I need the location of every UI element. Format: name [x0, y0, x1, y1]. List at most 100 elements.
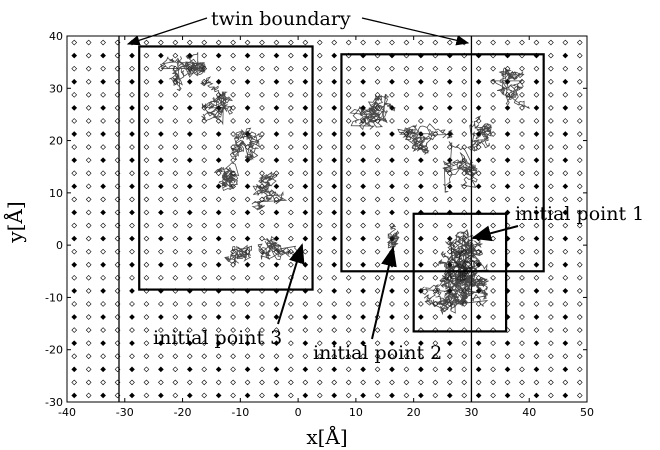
lattice-site-open — [215, 222, 222, 229]
lattice-site-open — [172, 118, 179, 124]
lattice-site-open — [259, 340, 265, 347]
lattice-site-open — [172, 327, 179, 333]
y-tick-label: 30 — [49, 82, 63, 95]
lattice-site-open — [475, 196, 482, 203]
lattice-site-open — [490, 131, 496, 137]
lattice-site-open — [331, 39, 338, 46]
lattice-site-filled — [360, 157, 366, 164]
lattice-site-open — [259, 91, 265, 98]
lattice-site-open — [215, 353, 222, 360]
lattice-site-filled — [360, 340, 366, 347]
lattice-site-open — [562, 39, 569, 46]
lattice-site-filled — [418, 392, 424, 399]
lattice-site-filled — [504, 157, 511, 164]
lattice-site-open — [432, 248, 439, 255]
lattice-site-open — [389, 65, 395, 72]
lattice-site-open — [548, 288, 554, 294]
x-tick-label: -40 — [58, 406, 76, 419]
lattice-site-open — [475, 379, 482, 386]
lattice-site-filled — [504, 183, 511, 190]
lattice-site-open — [230, 65, 236, 72]
lattice-site-open — [576, 288, 583, 294]
lattice-site-filled — [100, 183, 106, 190]
lattice-site-open — [374, 196, 381, 203]
lattice-site-open — [143, 65, 150, 72]
lattice-site-filled — [129, 183, 135, 190]
lattice-site-open — [288, 183, 294, 190]
lattice-site-open — [446, 379, 453, 386]
lattice-site-open — [85, 301, 92, 307]
lattice-site-filled — [389, 288, 395, 294]
lattice-site-filled — [389, 340, 395, 347]
lattice-site-filled — [244, 52, 251, 59]
lattice-site-open — [345, 288, 352, 294]
lattice-site-open — [345, 274, 352, 281]
lattice-site-open — [85, 52, 92, 59]
lattice-site-filled — [186, 78, 193, 85]
lattice-site-open — [302, 379, 309, 386]
lattice-site-open — [316, 314, 323, 320]
lattice-site-open — [331, 170, 338, 177]
x-tick-label: 50 — [580, 406, 594, 419]
lattice-site-open — [201, 91, 208, 98]
lattice-site-open — [230, 301, 236, 307]
lattice-site-open — [71, 91, 78, 98]
lattice-site-open — [548, 52, 554, 59]
lattice-site-open — [403, 118, 410, 124]
lattice-site-open — [143, 353, 150, 360]
lattice-site-filled — [302, 366, 309, 373]
lattice-site-open — [85, 65, 92, 72]
lattice-site-filled — [360, 209, 366, 216]
lattice-site-open — [418, 248, 424, 255]
lattice-site-open — [374, 340, 381, 347]
lattice-site-open — [562, 144, 569, 150]
lattice-site-open — [215, 301, 222, 307]
lattice-site-filled — [273, 52, 280, 59]
lattice-site-filled — [273, 366, 280, 373]
lattice-site-open — [172, 235, 179, 242]
lattice-site-filled — [100, 52, 106, 59]
lattice-site-open — [490, 248, 496, 255]
lattice-site-open — [273, 118, 280, 124]
lattice-site-open — [432, 105, 439, 111]
lattice-site-open — [100, 39, 106, 46]
lattice-site-open — [576, 222, 583, 229]
plot-frame — [66, 35, 588, 403]
lattice-site-open — [389, 91, 395, 98]
lattice-site-open — [273, 144, 280, 150]
lattice-site-open — [345, 65, 352, 72]
lattice-site-open — [519, 327, 525, 333]
lattice-site-open — [143, 366, 150, 373]
lattice-site-filled — [302, 157, 309, 164]
lattice-site-open — [215, 248, 222, 255]
lattice-site-filled — [533, 209, 540, 216]
lattice-site-open — [490, 340, 496, 347]
lattice-site-open — [490, 196, 496, 203]
lattice-site-open — [302, 91, 309, 98]
lattice-site-open — [85, 314, 92, 320]
lattice-site-open — [562, 196, 569, 203]
lattice-site-open — [562, 222, 569, 229]
lattice-site-open — [519, 209, 525, 216]
lattice-site-open — [475, 353, 482, 360]
trajectory-cluster — [160, 52, 207, 92]
lattice-site-filled — [562, 235, 569, 242]
lattice-site-filled — [186, 314, 193, 320]
lattice-site-open — [316, 131, 323, 137]
lattice-site-open — [548, 235, 554, 242]
lattice-site-open — [172, 301, 179, 307]
lattice-site-filled — [71, 209, 78, 216]
lattice-site-open — [316, 366, 323, 373]
lattice-site-filled — [71, 366, 78, 373]
lattice-site-filled — [418, 157, 424, 164]
lattice-site-open — [389, 379, 395, 386]
lattice-site-filled — [533, 261, 540, 268]
lattice-site-open — [418, 118, 424, 124]
lattice-site-filled — [562, 314, 569, 320]
lattice-site-open — [273, 379, 280, 386]
lattice-site-open — [331, 118, 338, 124]
lattice-site-filled — [158, 52, 164, 59]
lattice-site-open — [129, 301, 135, 307]
lattice-site-open — [576, 327, 583, 333]
lattice-site-filled — [446, 157, 453, 164]
